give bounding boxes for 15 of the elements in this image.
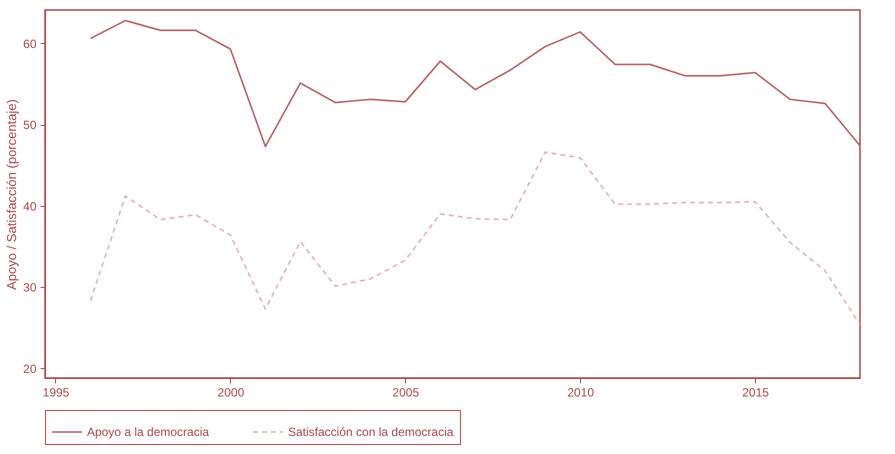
x-tick-label: 2005 — [392, 386, 420, 400]
y-tick-label: 20 — [23, 362, 37, 376]
y-tick-label: 40 — [23, 199, 37, 214]
legend-label: Apoyo a la democracia — [87, 425, 210, 439]
x-tick-label: 2000 — [218, 386, 245, 400]
y-tick-label: 60 — [23, 36, 37, 51]
y-tick-label: 50 — [23, 118, 37, 132]
line-series — [90, 151, 860, 326]
y-axis-title: Apoyo / Satisfacción (porcentaje) — [4, 99, 20, 290]
legend-label: Satisfacción con la democracia — [288, 425, 454, 439]
x-tick-label: 2010 — [567, 386, 594, 400]
x-tick-label: 1995 — [42, 386, 70, 400]
y-tick-label: 30 — [23, 280, 37, 295]
x-tick-label: 2015 — [742, 386, 770, 400]
line-series — [90, 20, 860, 148]
